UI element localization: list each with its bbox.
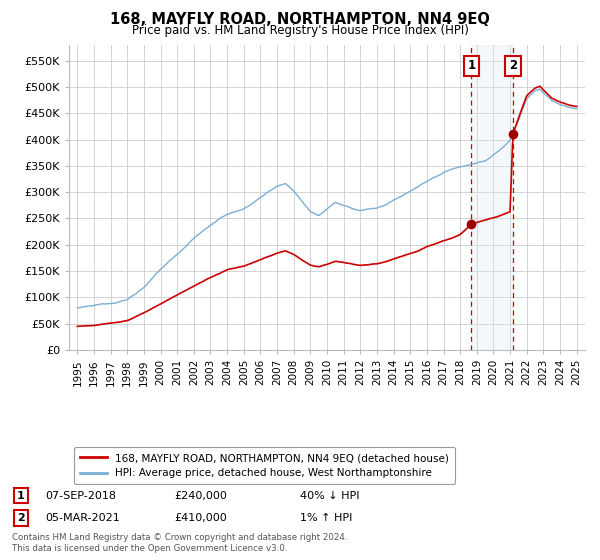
Text: 2: 2	[509, 59, 517, 72]
Legend: 168, MAYFLY ROAD, NORTHAMPTON, NN4 9EQ (detached house), HPI: Average price, det: 168, MAYFLY ROAD, NORTHAMPTON, NN4 9EQ (…	[74, 447, 455, 484]
Text: 2: 2	[17, 513, 25, 523]
Text: 40% ↓ HPI: 40% ↓ HPI	[300, 491, 359, 501]
Text: 1% ↑ HPI: 1% ↑ HPI	[300, 513, 352, 523]
Text: Contains HM Land Registry data © Crown copyright and database right 2024.
This d: Contains HM Land Registry data © Crown c…	[12, 533, 347, 553]
Text: £410,000: £410,000	[174, 513, 227, 523]
Bar	[472, 45, 513, 350]
Text: £240,000: £240,000	[174, 491, 227, 501]
Text: 05-MAR-2021: 05-MAR-2021	[45, 513, 120, 523]
Text: 168, MAYFLY ROAD, NORTHAMPTON, NN4 9EQ: 168, MAYFLY ROAD, NORTHAMPTON, NN4 9EQ	[110, 12, 490, 27]
Text: Price paid vs. HM Land Registry's House Price Index (HPI): Price paid vs. HM Land Registry's House …	[131, 24, 469, 37]
Text: 1: 1	[17, 491, 25, 501]
Text: 07-SEP-2018: 07-SEP-2018	[45, 491, 116, 501]
Text: 1: 1	[467, 59, 476, 72]
